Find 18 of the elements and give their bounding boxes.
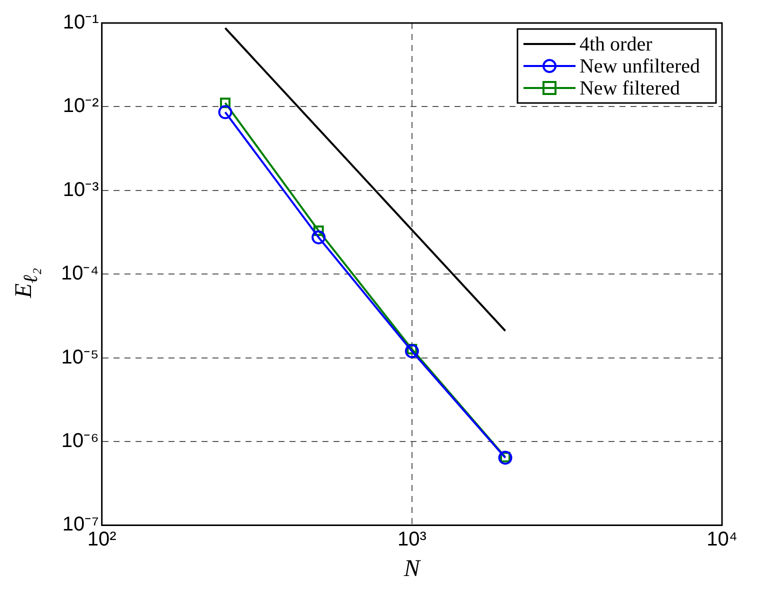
x-tick-label: 10⁴: [706, 528, 738, 551]
legend-label: New unfiltered: [579, 55, 700, 78]
point: [312, 230, 326, 244]
point: [218, 105, 232, 120]
y-tick-label: 10⁻⁵: [61, 346, 99, 368]
y-tick-label: 10⁻⁴: [60, 262, 99, 285]
point: [498, 450, 512, 465]
y-tick-label: 10⁻²: [62, 95, 100, 118]
y-tick-label: 10⁻³: [62, 178, 100, 201]
x-tick-label: 10³: [397, 528, 427, 551]
legend-label: New filtered: [579, 77, 680, 100]
y-tick-label: 10⁻¹: [62, 12, 100, 34]
point: [404, 344, 419, 358]
point: [313, 225, 324, 236]
y-tick-label: 10⁻⁶: [61, 430, 99, 452]
point: [220, 98, 230, 108]
x-axis-title: N: [402, 556, 422, 582]
legend-label: 4th order: [579, 33, 653, 56]
